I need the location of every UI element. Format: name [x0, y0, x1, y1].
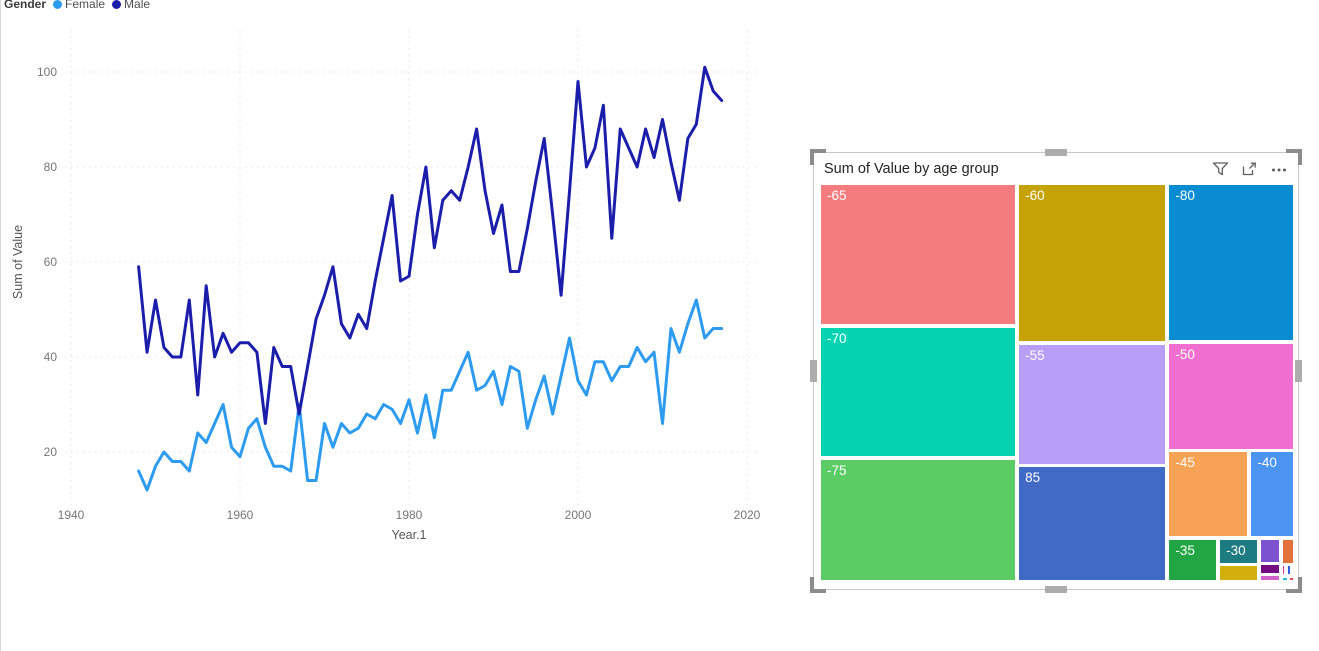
selection-handle-left[interactable]: [810, 360, 817, 382]
treemap-tile[interactable]: [1259, 575, 1280, 581]
tile-label: -30: [1226, 542, 1246, 558]
selection-handle-bottom[interactable]: [1045, 586, 1067, 593]
treemap-tile[interactable]: [1289, 576, 1294, 581]
treemap-tile--60[interactable]: -60: [1018, 184, 1167, 343]
treemap-tile[interactable]: [1287, 565, 1292, 576]
tile-label: -45: [1175, 455, 1195, 471]
legend-item-male[interactable]: Male: [112, 0, 150, 11]
focus-mode-icon[interactable]: [1241, 161, 1258, 177]
treemap-tile-85[interactable]: 85: [1018, 466, 1167, 581]
x-tick-label: 1940: [58, 508, 85, 522]
selection-handle-top[interactable]: [1045, 149, 1067, 156]
treemap-tile--40[interactable]: -40: [1250, 451, 1294, 537]
legend-item-female[interactable]: Female: [53, 0, 105, 11]
treemap-tile[interactable]: [1281, 565, 1286, 576]
tile-label: -50: [1175, 347, 1195, 363]
y-axis-title: Sum of Value: [11, 224, 25, 300]
resize-corner-top-left[interactable]: [810, 149, 826, 165]
legend-item-label: Female: [65, 0, 106, 11]
treemap-tile--70[interactable]: -70: [820, 327, 1017, 458]
treemap-tile--55[interactable]: -55: [1018, 344, 1167, 465]
resize-corner-top-right[interactable]: [1286, 149, 1302, 165]
legend-color-dot-female: [53, 0, 63, 9]
y-tick-label: 100: [37, 65, 57, 79]
tile-label: -80: [1175, 188, 1195, 203]
y-tick-label: 20: [44, 445, 58, 459]
series-line-male[interactable]: [137, 65, 724, 425]
treemap-tile--50[interactable]: -50: [1168, 343, 1294, 450]
visual-title: Sum of Value by age group: [824, 161, 999, 177]
legend: Gender Female Male: [4, 0, 150, 11]
x-tick-label: 1980: [396, 508, 423, 522]
tile-label: -60: [1025, 188, 1045, 203]
x-tick-label: 2000: [565, 508, 592, 522]
treemap-visual[interactable]: Sum of Value by age group -65 -70 -75-: [810, 149, 1302, 593]
treemap-tile--45[interactable]: -45: [1168, 451, 1249, 537]
tile-label: -35: [1175, 542, 1195, 558]
y-tick-label: 80: [44, 160, 58, 174]
line-chart-visual[interactable]: Gender Female Male 1940 1960 1980 2000 2020 2…: [1, 0, 801, 560]
more-options-icon[interactable]: [1270, 161, 1288, 177]
treemap-tile--80[interactable]: -80: [1168, 184, 1294, 342]
tile-label: -65: [827, 188, 847, 203]
treemap-tile[interactable]: [1259, 564, 1280, 574]
filter-icon[interactable]: [1212, 161, 1229, 177]
treemap-tile[interactable]: [1281, 576, 1289, 581]
treemap-tile--30[interactable]: -30: [1219, 538, 1258, 564]
visual-header: Sum of Value by age group: [814, 153, 1298, 183]
legend-item-label: Male: [124, 0, 151, 11]
selection-handle-right[interactable]: [1295, 360, 1302, 382]
tile-label: -40: [1257, 455, 1277, 471]
legend-title: Gender: [4, 0, 47, 11]
tile-label: -70: [827, 331, 847, 347]
tile-label: -55: [1025, 348, 1045, 364]
x-axis-title: Year.1: [391, 528, 427, 542]
treemap-tile--75[interactable]: -75: [820, 459, 1017, 581]
treemap-tile[interactable]: [1219, 565, 1258, 581]
tile-label: 85: [1025, 470, 1041, 486]
series-line-female[interactable]: [137, 298, 724, 492]
x-tick-label: 2020: [734, 508, 761, 522]
treemap-tile--65[interactable]: -65: [820, 184, 1017, 326]
resize-corner-bottom-left[interactable]: [810, 577, 826, 593]
y-tick-label: 60: [44, 255, 58, 269]
resize-corner-bottom-right[interactable]: [1286, 577, 1302, 593]
y-tick-label: 40: [44, 350, 58, 364]
treemap-tile[interactable]: [1281, 538, 1294, 564]
x-tick-label: 1960: [227, 508, 254, 522]
treemap-tile--35[interactable]: -35: [1168, 538, 1218, 581]
treemap: -65 -70 -75 -60 -55 85 -80 -50 -45 -40 -35 -30: [820, 184, 1294, 581]
tile-label: -75: [827, 463, 847, 479]
legend-color-dot-male: [112, 0, 122, 9]
treemap-tile[interactable]: [1259, 538, 1280, 563]
